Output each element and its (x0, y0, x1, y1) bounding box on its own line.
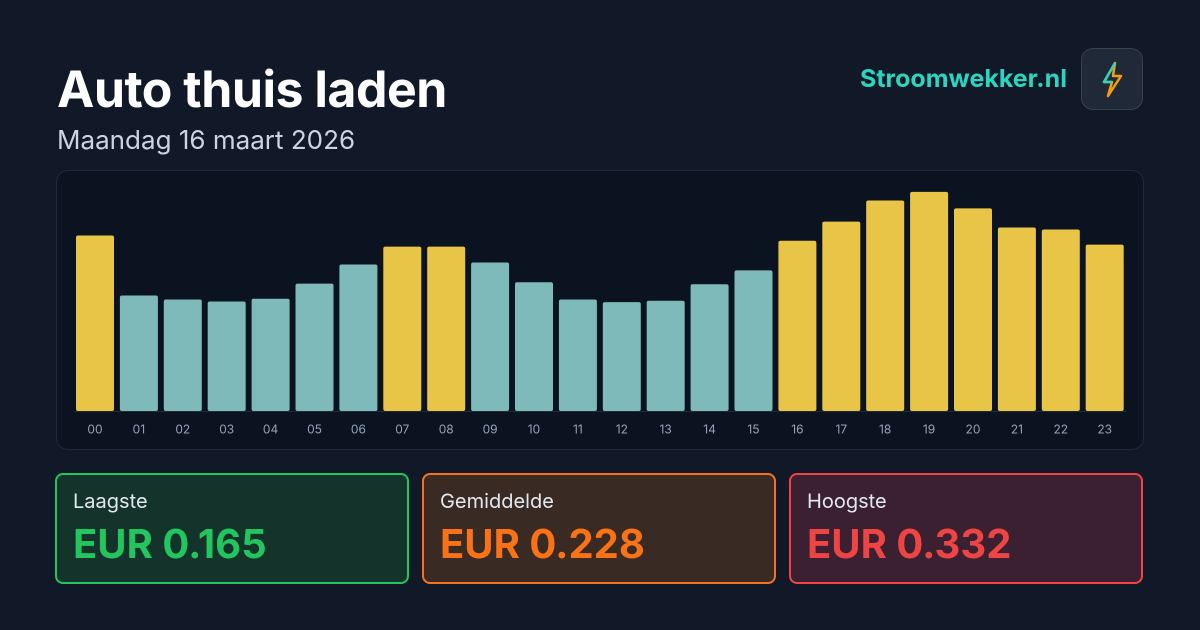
bar (207, 301, 246, 411)
x-tick-label: 08 (439, 421, 454, 436)
stat-card-avg: Gemiddelde EUR 0.228 (422, 473, 776, 584)
x-tick-label: 04 (263, 421, 279, 436)
x-tick-label: 18 (879, 421, 891, 436)
x-tick-label: 01 (133, 421, 145, 436)
bar (427, 246, 466, 411)
stat-value: EUR 0.228 (440, 519, 645, 568)
x-tick-label: 07 (395, 421, 409, 436)
bar (734, 270, 773, 411)
bar (646, 300, 685, 411)
stat-label: Gemiddelde (440, 489, 554, 513)
x-tick-label: 09 (483, 421, 498, 436)
x-tick-label: 06 (351, 421, 366, 436)
bar (119, 295, 158, 411)
bar (471, 262, 510, 411)
x-tick-label: 02 (175, 421, 190, 436)
logo-icon[interactable] (1081, 48, 1143, 110)
x-tick-label: 03 (219, 421, 234, 436)
bar (163, 299, 202, 411)
x-tick-label: 17 (835, 421, 847, 436)
stat-label: Hoogste (807, 489, 887, 513)
bar (954, 208, 992, 411)
x-tick-label: 10 (528, 421, 540, 436)
stat-label: Laagste (73, 489, 148, 513)
title: Auto thuis laden (57, 60, 447, 120)
subtitle: Maandag 16 maart 2026 (57, 125, 356, 156)
x-tick-label: 22 (1053, 421, 1068, 436)
lightning-icon (1102, 61, 1123, 98)
bar (822, 221, 861, 411)
x-tick-label: 20 (966, 421, 981, 436)
bar (383, 246, 422, 411)
brand[interactable]: Stroomwekker.nl (859, 64, 1067, 94)
bar (690, 284, 729, 411)
bar (295, 283, 334, 411)
stat-card-high: Hoogste EUR 0.332 (789, 473, 1143, 584)
x-tick-label: 00 (87, 421, 102, 436)
x-tick-label: 21 (1011, 421, 1023, 436)
x-tick-label: 23 (1097, 421, 1112, 436)
x-tick-label: 19 (923, 421, 935, 436)
bar (515, 282, 553, 411)
x-tick-label: 16 (791, 421, 803, 436)
x-tick-label: 13 (660, 421, 672, 436)
bar (558, 299, 597, 411)
bar (997, 227, 1036, 411)
x-tick-label: 12 (616, 421, 628, 436)
bar (339, 264, 378, 411)
bar (1041, 229, 1080, 411)
stat-card-low: Laagste EUR 0.165 (55, 473, 409, 584)
bar (76, 235, 114, 411)
bar (602, 302, 641, 411)
bar (251, 298, 290, 411)
x-tick-label: 15 (747, 421, 759, 436)
x-tick-label: 11 (573, 421, 583, 436)
stat-value: EUR 0.165 (73, 519, 267, 568)
bar (910, 191, 949, 411)
bar (1085, 244, 1124, 411)
x-tick-label: 14 (703, 421, 716, 436)
bar (866, 200, 905, 411)
stat-value: EUR 0.332 (807, 519, 1012, 568)
bar (778, 240, 817, 411)
x-tick-label: 05 (307, 421, 322, 436)
